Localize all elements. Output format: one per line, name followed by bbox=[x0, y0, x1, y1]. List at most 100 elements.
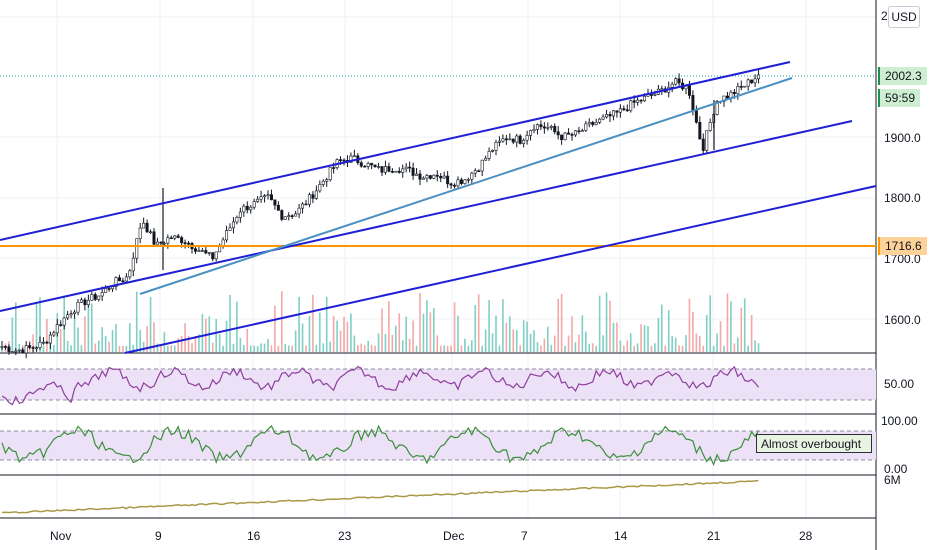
candle-body bbox=[542, 126, 546, 129]
trend-line[interactable] bbox=[139, 77, 793, 295]
volume-bar bbox=[439, 345, 442, 352]
candle-body bbox=[24, 345, 28, 354]
candle-body bbox=[79, 299, 83, 303]
volume-bar bbox=[284, 343, 287, 352]
candle-body bbox=[263, 195, 267, 198]
candle-body bbox=[732, 91, 736, 94]
volume-bar bbox=[695, 333, 698, 352]
candle-body bbox=[339, 159, 343, 161]
volume-bar bbox=[142, 341, 145, 352]
stoch-tick-0: 0.00 bbox=[884, 462, 908, 476]
volume-bar bbox=[305, 345, 307, 352]
candle-body bbox=[121, 280, 125, 283]
volume-bar bbox=[322, 343, 325, 352]
volume-bar bbox=[429, 312, 432, 352]
volume-bar bbox=[557, 298, 559, 352]
volume-bar bbox=[211, 342, 214, 352]
candle-body bbox=[238, 211, 242, 218]
candle-body bbox=[587, 122, 591, 125]
volume-bar bbox=[336, 320, 338, 352]
volume-bar bbox=[363, 344, 366, 352]
time-label-dec: Dec bbox=[443, 529, 464, 543]
channel-upper-line[interactable] bbox=[0, 61, 791, 241]
candle-body bbox=[93, 294, 97, 300]
candle-body bbox=[342, 159, 346, 162]
volume-bar bbox=[450, 345, 452, 352]
candle-body bbox=[636, 99, 640, 103]
candle-body bbox=[701, 138, 705, 151]
candle-body bbox=[622, 108, 626, 111]
volume-bar bbox=[443, 345, 445, 352]
volume-bar bbox=[550, 344, 553, 352]
candle-body bbox=[705, 130, 709, 151]
candle-body bbox=[225, 230, 229, 241]
candle-body bbox=[35, 347, 39, 350]
candle-body bbox=[560, 134, 564, 141]
candle-body bbox=[480, 159, 484, 172]
candle-body bbox=[556, 131, 560, 136]
volume-bar bbox=[294, 330, 297, 352]
volume-bar bbox=[657, 317, 660, 352]
rsi-band bbox=[0, 369, 876, 400]
volume-bar bbox=[705, 315, 708, 352]
volume-bar bbox=[467, 345, 470, 352]
candle-body bbox=[377, 166, 381, 168]
volume-bar bbox=[540, 345, 542, 352]
volume-bar bbox=[253, 345, 255, 352]
volume-bar bbox=[198, 334, 200, 352]
volume-bar bbox=[381, 308, 383, 352]
candle-body bbox=[625, 109, 629, 112]
stoch-tick-100: 100.00 bbox=[881, 414, 918, 428]
currency-button[interactable]: USD bbox=[888, 6, 920, 28]
volume-bar bbox=[536, 342, 539, 352]
candle-body bbox=[159, 241, 163, 244]
volume-bar bbox=[553, 335, 556, 352]
candle-body bbox=[211, 252, 215, 260]
candle-body bbox=[529, 130, 533, 136]
time-label-7: 7 bbox=[521, 529, 528, 543]
countdown-badge: 59:59 bbox=[878, 89, 921, 107]
volume-tick-6m: 6M bbox=[884, 473, 901, 487]
candle-body bbox=[674, 78, 678, 85]
candle-body bbox=[632, 100, 636, 103]
channel-lower-line[interactable] bbox=[124, 185, 877, 354]
candle-body bbox=[708, 122, 712, 131]
volume-bar bbox=[412, 320, 414, 352]
time-label-23: 23 bbox=[338, 529, 352, 543]
volume-bar bbox=[567, 335, 570, 352]
volume-bar bbox=[612, 322, 615, 352]
candle-body bbox=[494, 142, 498, 151]
annotation-callout[interactable]: Almost overbought bbox=[756, 434, 872, 453]
candle-body bbox=[366, 163, 370, 167]
volume-bar bbox=[609, 300, 611, 352]
stoch-band bbox=[0, 431, 876, 460]
candle-body bbox=[573, 130, 577, 136]
volume-bar bbox=[312, 294, 314, 352]
volume-bar bbox=[571, 316, 573, 352]
volume-bar bbox=[315, 344, 318, 352]
candle-body bbox=[525, 135, 529, 141]
candle-body bbox=[304, 203, 308, 206]
candle-body bbox=[546, 127, 550, 129]
volume-bar bbox=[464, 338, 466, 352]
candle-body bbox=[415, 173, 419, 176]
volume-bar bbox=[177, 338, 179, 352]
candle-body bbox=[570, 133, 574, 136]
stoch-line bbox=[1, 424, 760, 467]
volume-bar bbox=[477, 294, 480, 352]
candle-body bbox=[453, 184, 457, 187]
channel-middle-line[interactable] bbox=[0, 120, 853, 312]
candle-body bbox=[418, 173, 422, 180]
volume-bar bbox=[15, 302, 17, 352]
volume-bar bbox=[654, 343, 656, 352]
volume-bar bbox=[436, 335, 439, 352]
candle-body bbox=[477, 170, 481, 173]
volume-bar bbox=[709, 295, 711, 352]
candle-body bbox=[352, 155, 356, 158]
price-tick-1600: 1600.0 bbox=[884, 313, 921, 327]
volume-bar bbox=[111, 330, 114, 352]
level-price-badge[interactable]: 1716.6 bbox=[878, 237, 927, 255]
candle-body bbox=[221, 239, 225, 246]
